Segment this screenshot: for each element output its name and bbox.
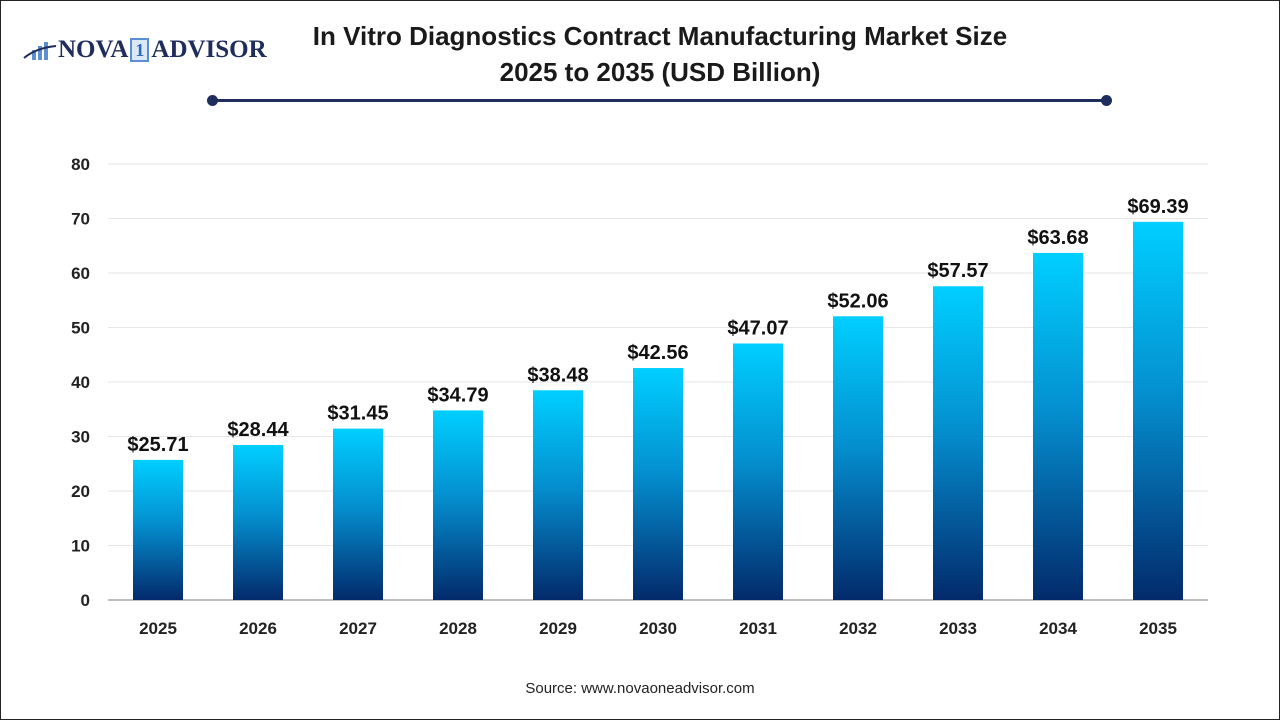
y-tick-label: 40: [71, 373, 90, 392]
y-tick-label: 80: [71, 155, 90, 174]
data-label: $47.07: [727, 317, 788, 339]
y-tick-label: 0: [81, 591, 90, 610]
bar: [133, 459, 183, 600]
x-tick-label: 2026: [239, 619, 277, 638]
source-note: Source: www.novaoneadvisor.com: [525, 680, 755, 697]
x-tick-label: 2028: [439, 619, 477, 638]
x-tick-label: 2034: [1039, 619, 1077, 638]
title-line-1: In Vitro Diagnostics Contract Manufactur…: [312, 21, 1008, 51]
data-label: $57.57: [927, 260, 988, 282]
data-label: $42.56: [627, 342, 688, 364]
y-tick-label: 30: [71, 428, 90, 447]
bar: [1133, 221, 1183, 600]
x-tick-label: 2033: [939, 619, 977, 638]
logo-text: NOVA: [58, 36, 129, 63]
bar: [1033, 252, 1083, 600]
chart-title: In Vitro Diagnostics Contract Manufactur…: [300, 18, 1020, 90]
data-label: $52.06: [827, 290, 888, 312]
logo-one: 1: [130, 38, 150, 62]
bar: [333, 428, 383, 600]
bar: [233, 445, 283, 600]
y-tick-label: 60: [71, 264, 90, 283]
title-rule: [212, 99, 1107, 102]
data-label: $31.45: [327, 403, 388, 425]
data-label: $63.68: [1027, 227, 1088, 249]
bar: [633, 368, 683, 600]
x-tick-label: 2032: [839, 619, 877, 638]
y-tick-label: 70: [71, 210, 90, 229]
bar: [433, 410, 483, 600]
x-tick-label: 2027: [339, 619, 377, 638]
bar: [533, 390, 583, 600]
data-label: $69.39: [1127, 196, 1188, 218]
y-tick-label: 50: [71, 319, 90, 338]
x-tick-label: 2031: [739, 619, 777, 638]
bar: [833, 316, 883, 600]
y-tick-label: 20: [71, 482, 90, 501]
logo: NOVA 1 ADVISOR: [22, 36, 267, 64]
rule-dot-left: [207, 95, 218, 106]
rule-dot-right: [1101, 95, 1112, 106]
title-line-2: 2025 to 2035 (USD Billion): [499, 57, 821, 87]
data-label: $34.79: [427, 384, 488, 406]
data-label: $38.48: [527, 364, 588, 386]
bars-logo-icon: [23, 42, 57, 60]
y-tick-label: 10: [71, 537, 90, 556]
x-tick-label: 2030: [639, 619, 677, 638]
data-label: $28.44: [227, 419, 289, 441]
x-tick-label: 2035: [1139, 619, 1177, 638]
logo-text-right: ADVISOR: [151, 36, 267, 63]
x-tick-label: 2025: [139, 619, 177, 638]
data-label: $25.71: [127, 434, 188, 456]
bar: [733, 343, 783, 600]
x-tick-label: 2029: [539, 619, 577, 638]
bar: [933, 286, 983, 600]
